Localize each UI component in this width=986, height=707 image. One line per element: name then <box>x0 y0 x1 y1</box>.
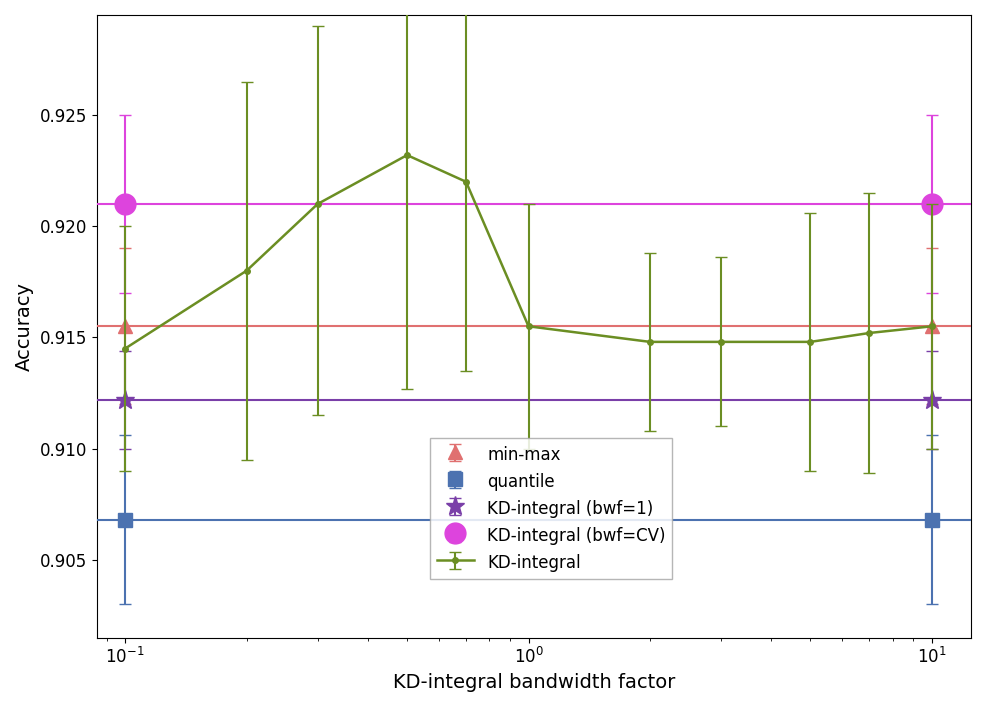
X-axis label: KD-integral bandwidth factor: KD-integral bandwidth factor <box>392 673 675 692</box>
Y-axis label: Accuracy: Accuracy <box>15 282 34 370</box>
Legend: min-max, quantile, KD-integral (bwf=1), KD-integral (bwf=CV), KD-integral: min-max, quantile, KD-integral (bwf=1), … <box>431 438 672 580</box>
